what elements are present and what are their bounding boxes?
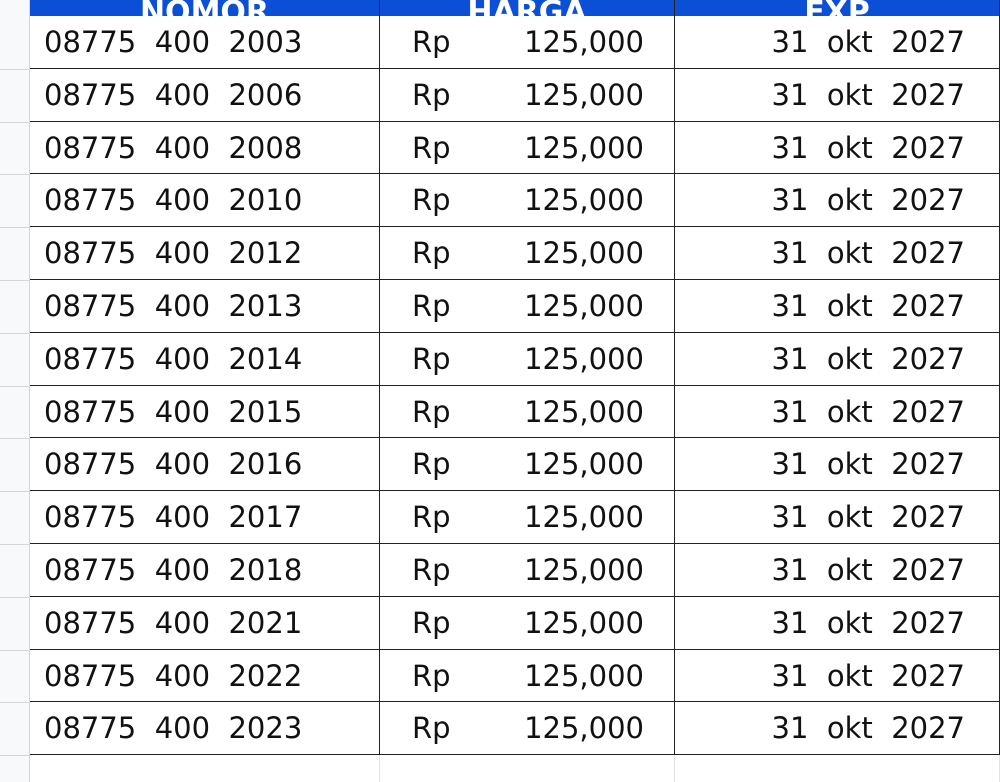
header-text: HARGA (467, 0, 587, 30)
currency: Rp (412, 289, 451, 323)
number-cell: 08775 400 2014 (30, 332, 380, 386)
gutter-line (0, 68, 29, 70)
price-cell: Rp 125,000 (380, 280, 675, 333)
amount: 125,000 (524, 605, 644, 640)
exp-cell: 31 okt 2027 (675, 68, 1000, 122)
price-cell: Rp 125,000 (380, 491, 675, 544)
exp-cell: 31 okt 2027 (675, 227, 1000, 280)
currency: Rp (412, 447, 451, 482)
number-cell: 08775 400 2016 (30, 438, 380, 492)
amount: 125,000 (524, 130, 644, 165)
currency: Rp (412, 658, 451, 693)
exp-cell: 31 okt 2027 (675, 491, 1000, 544)
currency: Rp (412, 394, 451, 429)
empty-cell (380, 755, 675, 782)
exp-cell: 31 okt 2027 (675, 385, 1000, 439)
gutter-line (0, 755, 29, 757)
gutter-line (0, 174, 29, 176)
number-cell: 08775 400 2010 (30, 174, 380, 228)
exp-cell: 31 okt 2027 (675, 544, 1000, 597)
price-cell: Rp 125,000 (380, 596, 675, 650)
currency: Rp (412, 341, 451, 376)
gutter-line (0, 649, 29, 651)
amount: 125,000 (524, 341, 644, 376)
price-cell: Rp 125,000 (380, 16, 675, 69)
gutter-line (0, 385, 29, 387)
gutter-line (0, 596, 29, 598)
gutter-line (0, 491, 29, 493)
empty-cell (675, 755, 1000, 782)
exp-cell: 31 okt 2027 (675, 438, 1000, 492)
amount: 125,000 (524, 236, 644, 271)
amount: 125,000 (524, 77, 644, 112)
currency: Rp (412, 130, 451, 165)
header-cell: HARGA (380, 0, 675, 30)
gutter-line (0, 280, 29, 281)
exp-cell: 31 okt 2027 (675, 16, 1000, 69)
price-cell: Rp 125,000 (380, 649, 675, 703)
gutter-line (0, 702, 29, 704)
gutter-line (0, 121, 29, 123)
header-text: EXP (804, 0, 870, 30)
currency: Rp (412, 553, 451, 587)
currency: Rp (412, 711, 451, 746)
gutter-line (0, 227, 29, 229)
exp-cell: 31 okt 2027 (675, 280, 1000, 333)
number-cell: 08775 400 2021 (30, 596, 380, 650)
number-cell: 08775 400 2006 (30, 68, 380, 122)
header-text: NOMOR (139, 0, 270, 30)
currency: Rp (412, 236, 451, 271)
exp-cell: 31 okt 2027 (675, 702, 1000, 756)
amount: 125,000 (524, 289, 644, 323)
price-cell: Rp 125,000 (380, 385, 675, 439)
price-cell: Rp 125,000 (380, 227, 675, 280)
number-cell: 08775 400 2008 (30, 121, 380, 175)
gutter-line (0, 438, 29, 440)
header-cell: NOMOR (30, 0, 380, 30)
row-gutter (0, 0, 30, 782)
price-cell: Rp 125,000 (380, 68, 675, 122)
amount: 125,000 (524, 25, 644, 59)
number-cell: 08775 400 2023 (30, 702, 380, 756)
amount: 125,000 (524, 447, 644, 482)
number-cell: 08775 400 2018 (30, 544, 380, 597)
number-cell: 08775 400 2022 (30, 649, 380, 703)
currency: Rp (412, 25, 451, 59)
exp-cell: 31 okt 2027 (675, 596, 1000, 650)
currency: Rp (412, 77, 451, 112)
exp-cell: 31 okt 2027 (675, 332, 1000, 386)
number-cell: 08775 400 2003 (30, 16, 380, 69)
gutter-line (0, 544, 29, 545)
amount: 125,000 (524, 394, 644, 429)
amount: 125,000 (524, 553, 644, 587)
amount: 125,000 (524, 500, 644, 535)
price-cell: Rp 125,000 (380, 174, 675, 228)
exp-cell: 31 okt 2027 (675, 121, 1000, 175)
currency: Rp (412, 183, 451, 218)
number-cell: 08775 400 2013 (30, 280, 380, 333)
amount: 125,000 (524, 711, 644, 746)
amount: 125,000 (524, 183, 644, 218)
number-cell: 08775 400 2017 (30, 491, 380, 544)
currency: Rp (412, 605, 451, 640)
empty-cell (30, 755, 380, 782)
currency: Rp (412, 500, 451, 535)
number-cell: 08775 400 2012 (30, 227, 380, 280)
price-cell: Rp 125,000 (380, 121, 675, 175)
header-cell: EXP (675, 0, 1000, 30)
price-cell: Rp 125,000 (380, 702, 675, 756)
number-cell: 08775 400 2015 (30, 385, 380, 439)
price-cell: Rp 125,000 (380, 332, 675, 386)
price-cell: Rp 125,000 (380, 544, 675, 597)
price-cell: Rp 125,000 (380, 438, 675, 492)
exp-cell: 31 okt 2027 (675, 649, 1000, 703)
exp-cell: 31 okt 2027 (675, 174, 1000, 228)
amount: 125,000 (524, 658, 644, 693)
gutter-line (0, 332, 29, 334)
